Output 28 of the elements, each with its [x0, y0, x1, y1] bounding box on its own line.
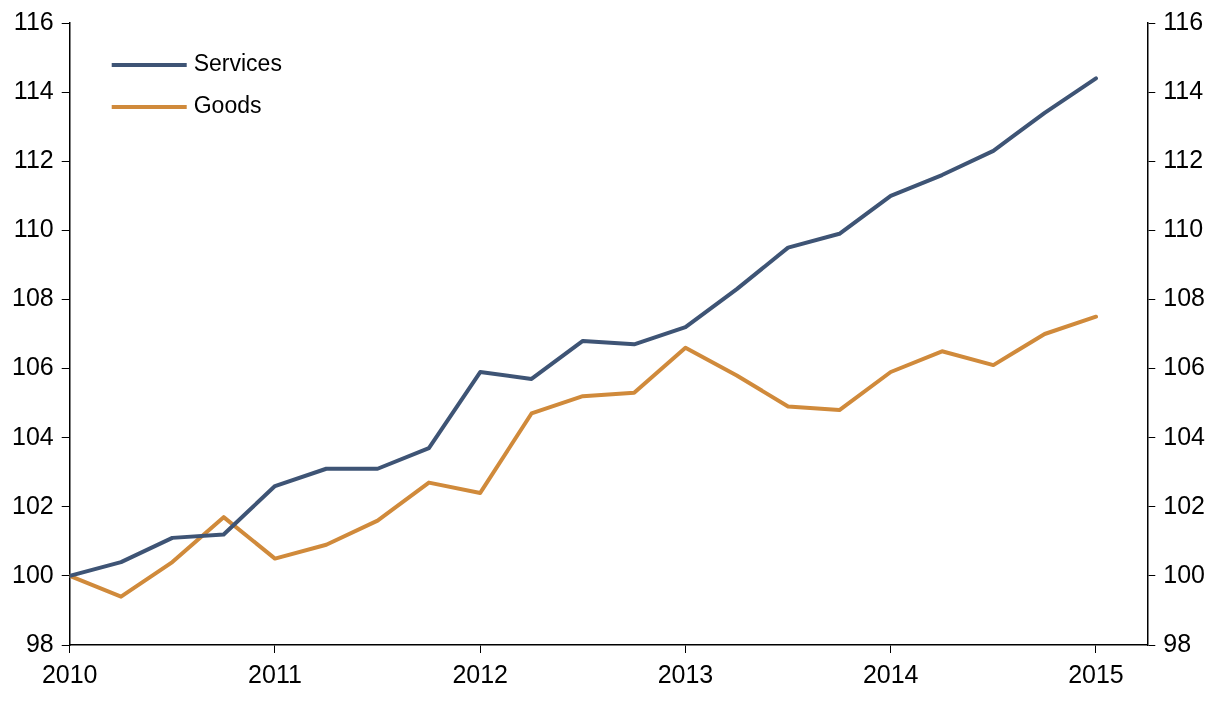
- y-tick-label: 116: [13, 6, 54, 35]
- x-tick-label: 2013: [657, 659, 714, 688]
- x-tick-label: 2011: [248, 659, 302, 688]
- x-tick-label: 2015: [1068, 659, 1124, 688]
- y-tick-label: 102: [11, 490, 54, 519]
- y-tick-label: 98: [25, 628, 54, 657]
- y2-tick-label: 104: [1163, 421, 1206, 450]
- y-tick-label: 106: [11, 352, 54, 381]
- y-tick-label: 114: [13, 76, 54, 104]
- legend-label: Goods: [193, 92, 262, 119]
- y2-tick-label: 102: [1163, 490, 1206, 519]
- y2-tick-label: 106: [1163, 352, 1206, 381]
- y-tick-label: 112: [13, 145, 54, 174]
- y2-tick-label: 98: [1163, 628, 1192, 657]
- y-tick-label: 110: [13, 214, 54, 243]
- y2-tick-label: 110: [1163, 214, 1204, 243]
- y-tick-label: 104: [11, 421, 54, 450]
- x-tick-label: 2010: [41, 659, 98, 688]
- x-tick-label: 2014: [862, 659, 919, 688]
- y-tick-label: 108: [11, 283, 54, 312]
- y2-tick-label: 112: [1163, 145, 1204, 174]
- y2-tick-label: 108: [1163, 283, 1206, 312]
- y-tick-label: 100: [11, 559, 54, 588]
- x-tick-label: 2012: [452, 659, 509, 688]
- y2-tick-label: 116: [1163, 6, 1204, 35]
- legend-label: Services: [193, 50, 282, 77]
- y2-tick-label: 100: [1163, 559, 1206, 588]
- y2-tick-label: 114: [1163, 76, 1204, 104]
